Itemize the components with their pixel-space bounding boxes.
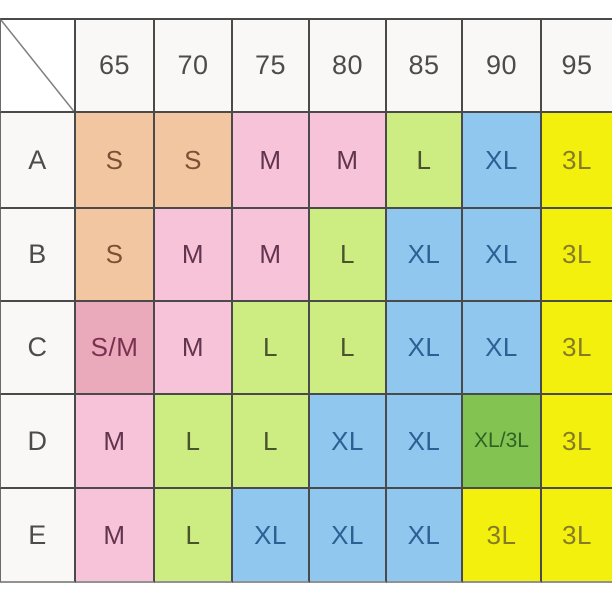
size-cell: XL/3L	[463, 395, 542, 489]
size-cell: 3L	[542, 302, 612, 395]
size-cell: 3L	[542, 113, 612, 209]
column-header-cell: 80	[310, 18, 387, 113]
size-cell: M	[155, 209, 233, 302]
size-cell: 3L	[542, 395, 612, 489]
row-label-cell: A	[0, 113, 76, 209]
row-label-cell: C	[0, 302, 76, 395]
row-label-cell: D	[0, 395, 76, 489]
column-header-cell: 75	[233, 18, 310, 113]
column-header-cell: 85	[387, 18, 463, 113]
size-cell: 3L	[463, 489, 542, 583]
size-cell: XL	[387, 489, 463, 583]
size-cell: L	[155, 395, 233, 489]
size-cell: 3L	[542, 209, 612, 302]
size-cell: 3L	[542, 489, 612, 583]
size-cell: XL	[387, 395, 463, 489]
column-header-cell: 90	[463, 18, 542, 113]
size-cell: XL	[387, 209, 463, 302]
size-cell: M	[76, 395, 155, 489]
corner-cell	[0, 18, 76, 113]
size-cell: L	[387, 113, 463, 209]
size-cell: XL	[387, 302, 463, 395]
size-cell: L	[310, 209, 387, 302]
size-cell: XL	[463, 113, 542, 209]
diagonal-line	[1, 20, 74, 111]
size-cell: XL	[463, 302, 542, 395]
size-cell: L	[310, 302, 387, 395]
column-header-cell: 70	[155, 18, 233, 113]
size-cell: M	[233, 113, 310, 209]
size-cell: L	[233, 302, 310, 395]
row-label-cell: E	[0, 489, 76, 583]
size-cell: S	[155, 113, 233, 209]
size-cell: S	[76, 113, 155, 209]
size-cell: M	[233, 209, 310, 302]
size-cell: XL	[463, 209, 542, 302]
size-cell: L	[233, 395, 310, 489]
size-cell: L	[155, 489, 233, 583]
size-cell: XL	[310, 395, 387, 489]
column-header-cell: 65	[76, 18, 155, 113]
size-cell: M	[76, 489, 155, 583]
size-cell: S	[76, 209, 155, 302]
size-cell: XL	[233, 489, 310, 583]
size-cell: M	[155, 302, 233, 395]
column-header-cell: 95	[542, 18, 612, 113]
size-cell: S/M	[76, 302, 155, 395]
row-label-cell: B	[0, 209, 76, 302]
size-cell: M	[310, 113, 387, 209]
size-cell: XL	[310, 489, 387, 583]
size-chart-table: 65 70 75 80 85 90 95 A S S M M L XL 3L B S M M L XL XL 3L C S/M M…	[0, 18, 612, 583]
